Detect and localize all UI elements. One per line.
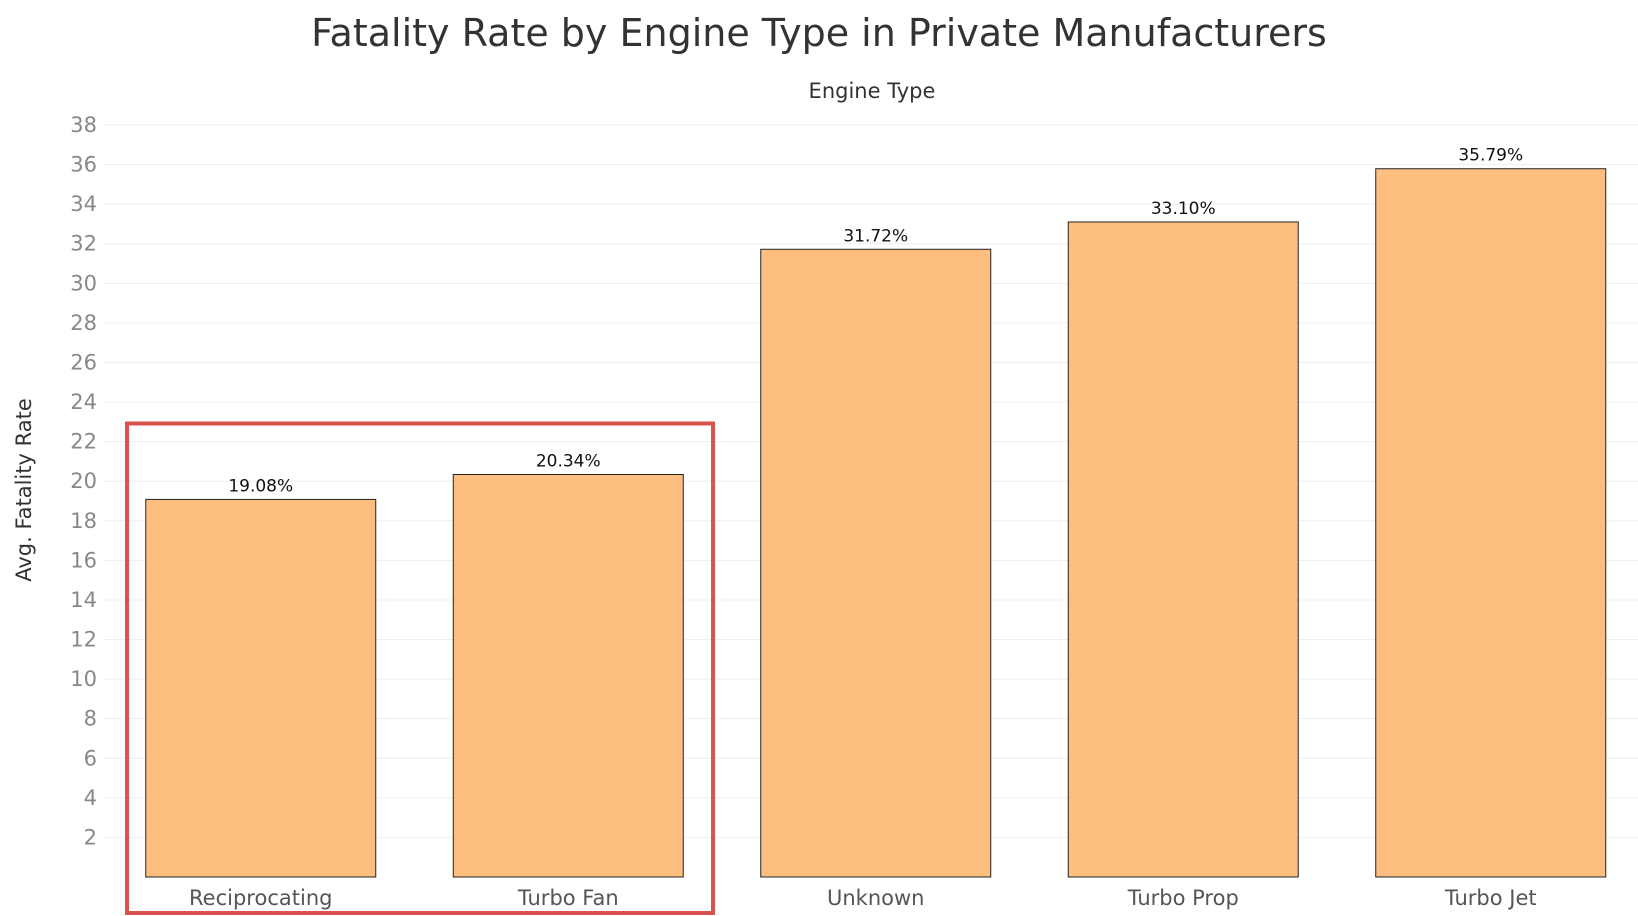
x-tick-label: Turbo Prop <box>1127 886 1239 910</box>
data-label: 35.79% <box>1458 146 1523 166</box>
y-tick-label: 24 <box>70 390 97 414</box>
y-tick-label: 28 <box>70 311 97 335</box>
y-tick-label: 30 <box>70 271 97 295</box>
chart-title: Fatality Rate by Engine Type in Private … <box>311 11 1327 55</box>
bar <box>760 248 992 878</box>
data-label: 33.10% <box>1151 199 1216 219</box>
bar <box>452 473 684 878</box>
data-label: 19.08% <box>228 476 293 496</box>
y-tick-label: 10 <box>70 667 97 691</box>
category-labels: Reciprocating Turbo Fan Unknown Turbo Prop T… <box>189 886 1537 910</box>
highlight-box <box>125 421 715 915</box>
y-tick-label: 26 <box>70 350 97 374</box>
y-tick-label: 6 <box>84 746 97 770</box>
data-label: 31.72% <box>843 226 908 246</box>
bar <box>1375 168 1607 878</box>
y-tick-label: 22 <box>70 430 97 454</box>
x-tick-label: Turbo Jet <box>1444 886 1537 910</box>
y-tick-label: 38 <box>70 113 97 137</box>
x-tick-label: Unknown <box>827 886 924 910</box>
y-tick-label: 12 <box>70 628 97 652</box>
highlight-group <box>125 421 715 915</box>
data-label: 20.34% <box>536 451 601 471</box>
y-tick-label: 34 <box>70 192 97 216</box>
column-header: Engine Type <box>809 79 936 103</box>
y-tick-label: 36 <box>70 153 97 177</box>
x-tick-label: Reciprocating <box>189 886 332 910</box>
y-tick-label: 20 <box>70 469 97 493</box>
bar <box>145 498 377 878</box>
y-tick-label: 4 <box>84 786 97 810</box>
y-tick-label: 32 <box>70 232 97 256</box>
y-tick-label: 16 <box>70 548 97 572</box>
y-tick-label: 8 <box>84 707 97 731</box>
y-tick-label: 18 <box>70 509 97 533</box>
bars <box>145 168 1607 878</box>
x-tick-label: Turbo Fan <box>517 886 619 910</box>
bar <box>1067 221 1299 878</box>
y-tick-label: 2 <box>84 825 97 849</box>
y-axis-label: Avg. Fatality Rate <box>12 398 36 582</box>
y-tick-label: 14 <box>70 588 97 612</box>
value-labels: 19.08% 20.34% 31.72% 33.10% 35.79% <box>228 146 1523 497</box>
